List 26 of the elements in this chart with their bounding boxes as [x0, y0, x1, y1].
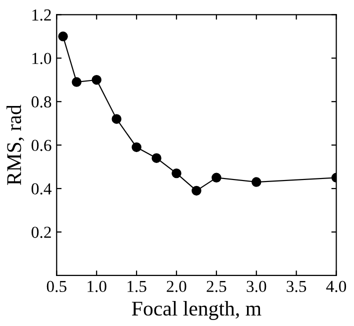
x-tick-label: 4.0 — [326, 280, 346, 292]
x-axis-title: Focal length, m — [132, 301, 262, 320]
x-tick-label: 2.5 — [206, 280, 226, 292]
y-tick-label: 0.8 — [32, 96, 52, 108]
y-tick-label: 0.2 — [32, 226, 51, 238]
point — [192, 186, 202, 196]
point — [112, 114, 122, 124]
x-tick-label: 3.0 — [246, 280, 266, 292]
x-tick-label: 0.5 — [46, 280, 66, 292]
x-tick-label: 1.5 — [128, 280, 146, 292]
y-tick-label: 0.4 — [32, 183, 52, 195]
y-axis-title: RMS, rad — [6, 104, 24, 185]
point — [172, 168, 182, 178]
x-tick-label: 3.5 — [286, 280, 306, 292]
point — [58, 32, 68, 42]
point — [72, 77, 82, 87]
x-tick-label: 2.0 — [166, 280, 186, 292]
point — [152, 153, 162, 163]
point — [252, 177, 262, 187]
x-tick-label: 1.0 — [88, 280, 106, 292]
point — [212, 172, 222, 183]
y-tick-label: 0.6 — [32, 140, 52, 152]
y-tick-label: 1.0 — [32, 52, 52, 64]
y-tick-label: 1.2 — [32, 9, 51, 21]
point — [92, 75, 102, 85]
point — [132, 142, 142, 152]
